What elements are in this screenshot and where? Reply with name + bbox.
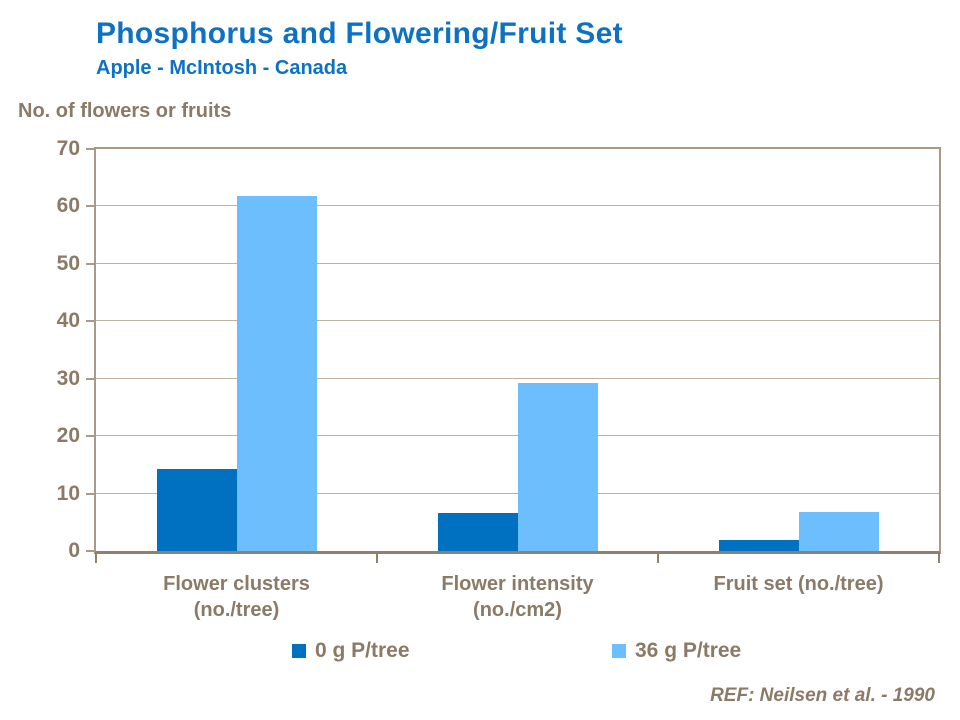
reference-text: REF: Neilsen et al. - 1990 bbox=[710, 685, 935, 706]
gridline-50 bbox=[96, 262, 939, 264]
x-tick-mark-2 bbox=[657, 554, 659, 563]
x-tick-mark-1 bbox=[376, 554, 378, 563]
y-tick-label-30: 30 bbox=[56, 366, 80, 390]
y-tick-label-70: 70 bbox=[56, 137, 80, 160]
gridline-30 bbox=[96, 377, 939, 379]
legend-item-36g: 36 g P/tree bbox=[612, 639, 741, 663]
bar-0-g-p-tree-group3 bbox=[718, 539, 799, 551]
chart-subtitle: Apple - McIntosh - Canada bbox=[96, 57, 348, 79]
x-category-label-3: Fruit set (no./tree) bbox=[713, 573, 884, 595]
x-category-label-2: Flower intensity (no./cm2) bbox=[441, 573, 594, 621]
y-tick-mark-70 bbox=[86, 148, 94, 150]
x-category-label-1: Flower clusters (no./tree) bbox=[163, 573, 310, 621]
bar-0-g-p-tree-group2 bbox=[437, 513, 518, 551]
plot-area bbox=[94, 147, 941, 554]
legend-label-36g: 36 g P/tree bbox=[635, 639, 742, 662]
y-tick-label-20: 20 bbox=[56, 424, 80, 448]
legend-item-0g: 0 g P/tree bbox=[292, 639, 410, 663]
bar-36-g-p-tree-group1 bbox=[236, 196, 317, 551]
x-tick-mark-3 bbox=[938, 554, 940, 563]
y-tick-mark-20 bbox=[86, 435, 94, 438]
y-tick-mark-10 bbox=[86, 492, 94, 495]
bar-0-g-p-tree-group1 bbox=[156, 468, 237, 551]
y-tick-mark-50 bbox=[86, 262, 94, 265]
y-tick-mark-30 bbox=[86, 377, 94, 380]
bar-group-2 bbox=[377, 149, 658, 551]
y-tick-label-40: 40 bbox=[56, 309, 80, 333]
legend-swatch-36g bbox=[612, 644, 626, 658]
chart-title: Phosphorus and Flowering/Fruit Set bbox=[96, 17, 623, 50]
y-tick-mark-60 bbox=[86, 205, 94, 208]
bar-group-1 bbox=[96, 149, 377, 551]
y-tick-label-50: 50 bbox=[56, 251, 80, 275]
bar-groups bbox=[96, 149, 939, 551]
y-tick-mark-40 bbox=[86, 320, 94, 323]
bar-36-g-p-tree-group2 bbox=[517, 383, 598, 551]
y-tick-label-0: 0 bbox=[68, 539, 80, 562]
y-tick-label-10: 10 bbox=[56, 481, 80, 505]
x-tick-mark-0 bbox=[95, 554, 97, 563]
bar-36-g-p-tree-group3 bbox=[798, 511, 879, 551]
bar-group-3 bbox=[658, 149, 939, 551]
y-tick-label-60: 60 bbox=[56, 194, 80, 218]
y-axis-title: No. of flowers or fruits bbox=[18, 100, 232, 122]
legend-label-0g: 0 g P/tree bbox=[315, 639, 410, 662]
gridline-40 bbox=[96, 320, 939, 322]
y-tick-mark-0 bbox=[86, 550, 94, 552]
legend-swatch-0g bbox=[292, 644, 306, 658]
gridline-60 bbox=[96, 205, 939, 207]
